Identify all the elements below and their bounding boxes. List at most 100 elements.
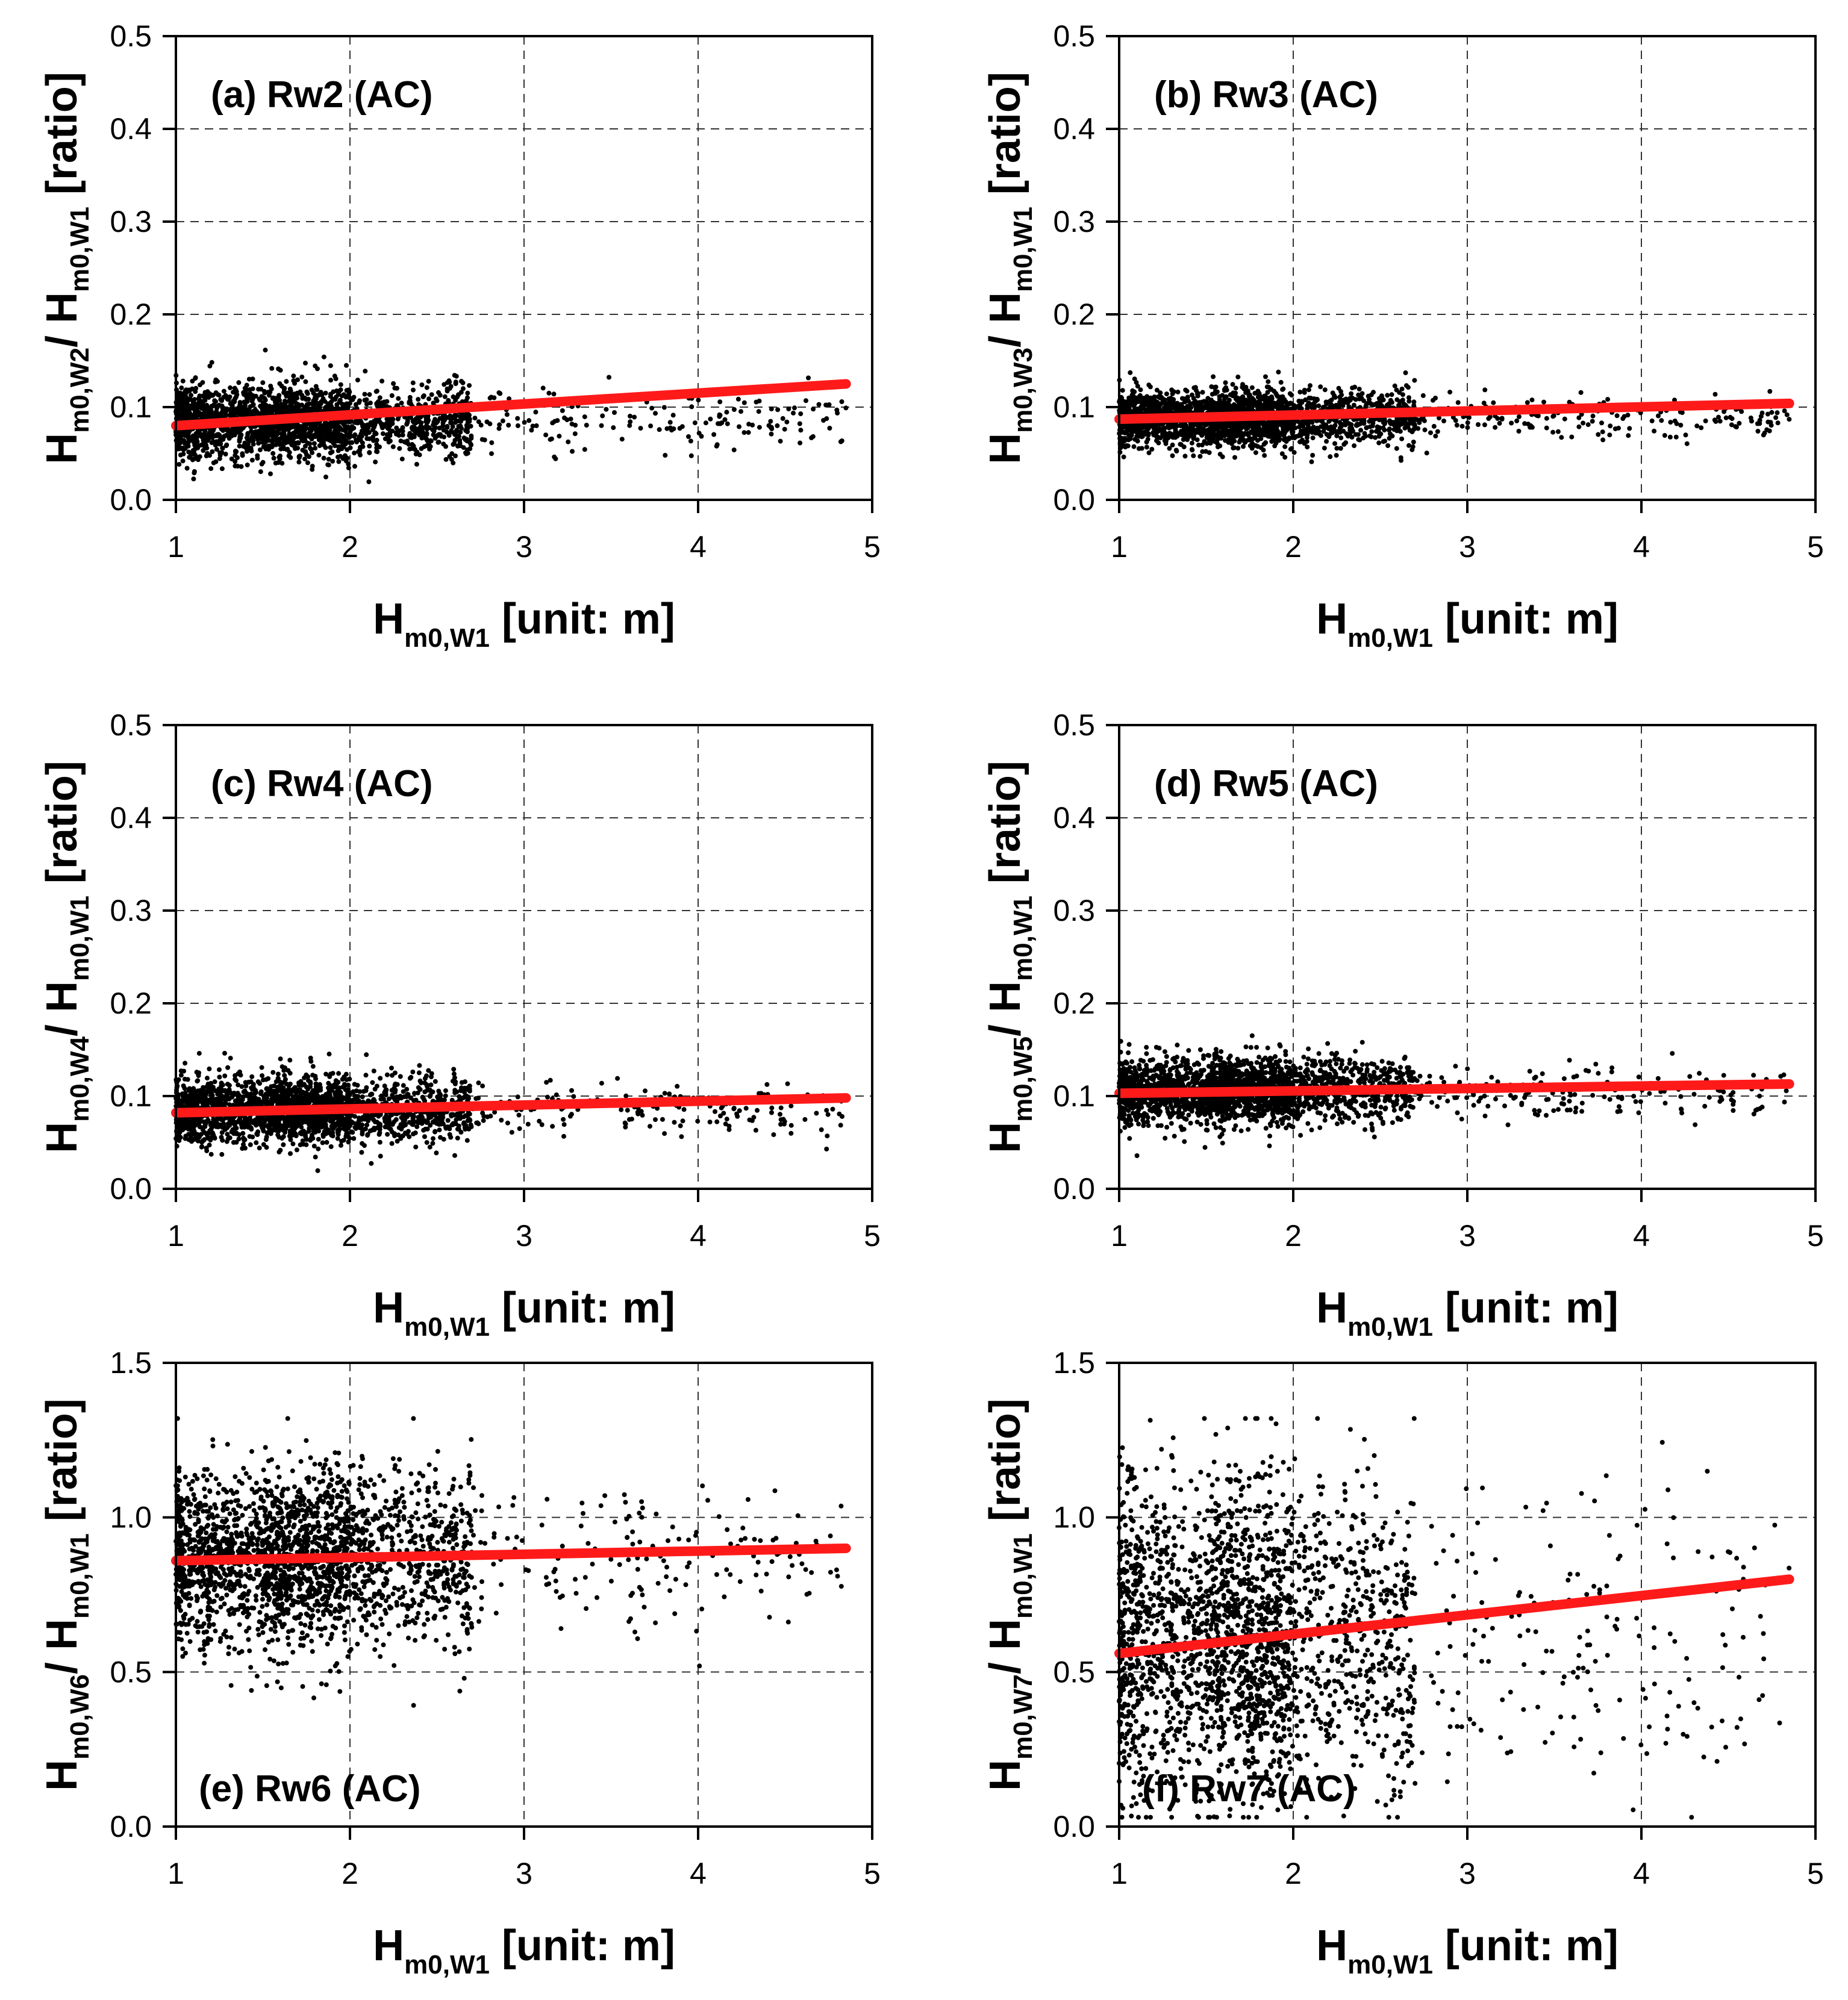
scatter-point xyxy=(1194,388,1199,393)
scatter-point xyxy=(390,417,396,422)
scatter-point xyxy=(258,469,263,475)
scatter-point xyxy=(754,399,759,405)
scatter-point xyxy=(582,414,587,420)
scatter-point xyxy=(1266,399,1271,404)
scatter-point xyxy=(1344,431,1349,437)
scatter-point xyxy=(1208,397,1214,403)
scatter-point xyxy=(1385,443,1391,448)
scatter-point xyxy=(843,405,849,411)
scatter-point xyxy=(211,402,216,408)
scatter-point xyxy=(261,403,266,408)
scatter-point xyxy=(229,456,234,461)
scatter-point xyxy=(251,438,256,443)
scatter-point xyxy=(308,446,313,451)
scatter-point xyxy=(1590,413,1596,419)
scatter-point xyxy=(391,381,396,386)
scatter-point xyxy=(1350,396,1355,400)
scatter-point xyxy=(1133,429,1138,434)
scatter-point xyxy=(269,406,275,411)
scatter-point xyxy=(390,428,395,434)
scatter-point xyxy=(1214,440,1220,446)
scatter-point xyxy=(213,459,219,464)
scatter-point xyxy=(1343,422,1348,428)
scatter-point xyxy=(1326,434,1332,440)
scatter-point xyxy=(257,397,263,403)
scatter-point xyxy=(804,398,808,403)
scatter-point xyxy=(245,431,251,436)
scatter-point xyxy=(302,437,307,442)
scatter-point xyxy=(332,443,337,449)
scatter-point xyxy=(741,430,747,435)
scatter-point xyxy=(670,413,676,418)
scatter-point xyxy=(431,419,437,425)
scatter-point xyxy=(1182,453,1188,459)
scatter-point xyxy=(1245,425,1250,431)
scatter-point xyxy=(220,427,226,432)
scatter-point xyxy=(806,375,811,381)
scatter-point xyxy=(686,434,691,439)
scatter-point xyxy=(210,449,215,454)
scatter-point xyxy=(1131,444,1137,449)
scatter-point xyxy=(456,434,461,439)
scatter-point xyxy=(1202,439,1207,444)
scatter-point xyxy=(1368,400,1373,406)
scatter-point xyxy=(1784,412,1790,417)
scatter-point xyxy=(1673,434,1679,440)
scatter-point xyxy=(1334,446,1340,451)
scatter-point xyxy=(451,442,456,447)
scatter-point xyxy=(1350,385,1355,391)
scatter-point xyxy=(196,457,201,463)
scatter-point xyxy=(326,463,331,468)
scatter-point xyxy=(811,407,816,412)
scatter-point xyxy=(1193,422,1198,427)
scatter-point xyxy=(325,426,330,432)
scatter-point xyxy=(1185,437,1190,442)
scatter-point xyxy=(245,449,249,454)
scatter-point xyxy=(489,451,494,456)
scatter-point xyxy=(1493,425,1498,430)
scatter-point xyxy=(209,360,214,365)
scatter-point xyxy=(498,391,503,396)
scatter-point xyxy=(1694,423,1700,429)
scatter-point xyxy=(791,410,796,416)
scatter-point xyxy=(402,439,407,444)
scatter-point xyxy=(788,1130,794,1136)
scatter-point xyxy=(1393,419,1398,425)
scatter-point xyxy=(1260,421,1266,426)
scatter-point xyxy=(207,363,213,369)
scatter-point xyxy=(205,433,210,438)
scatter-point xyxy=(1232,455,1237,460)
scatter-point xyxy=(236,405,242,410)
scatter-point xyxy=(1336,385,1341,391)
scatter-point xyxy=(1397,429,1403,434)
scatter-point xyxy=(200,380,205,385)
scatter-point xyxy=(711,432,717,437)
scatter-point xyxy=(1416,426,1421,431)
scatter-point xyxy=(1345,400,1350,406)
scatter-point xyxy=(1128,370,1133,375)
scatter-point xyxy=(496,426,502,431)
scatter-point xyxy=(465,420,470,425)
scatter-point xyxy=(1144,440,1149,444)
scatter-point xyxy=(237,437,243,442)
scatter-point xyxy=(1355,432,1361,437)
scatter-point xyxy=(612,410,617,415)
scatter-point xyxy=(1235,446,1241,451)
scatter-point xyxy=(1476,422,1481,427)
scatter-point xyxy=(183,1061,188,1066)
scatter-point xyxy=(1431,397,1435,403)
scatter-point xyxy=(1775,420,1781,426)
scatter-point xyxy=(1363,404,1369,410)
scatter-point xyxy=(1495,416,1500,421)
scatter-point xyxy=(1497,420,1502,426)
scatter-point xyxy=(504,412,510,417)
scatter-point xyxy=(1250,436,1256,441)
scatter-point xyxy=(464,437,469,442)
scatter-point xyxy=(1392,383,1397,388)
panel-b-ytick-label: 0.5 xyxy=(1053,19,1095,53)
scatter-point xyxy=(367,443,372,449)
scatter-point xyxy=(1550,429,1556,435)
scatter-point xyxy=(1137,393,1143,398)
scatter-point xyxy=(244,435,249,440)
scatter-point xyxy=(1590,419,1595,424)
